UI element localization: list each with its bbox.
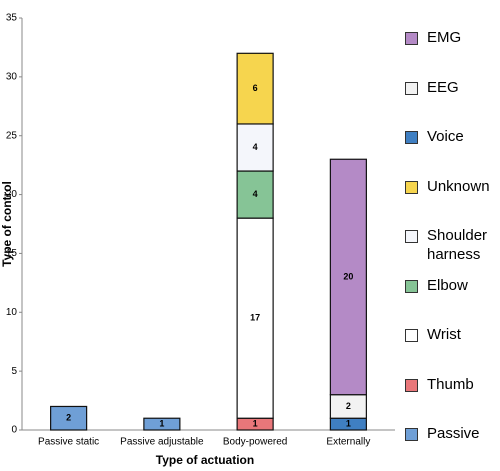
bar-segment [143, 417, 181, 431]
x-tick-label: Passive adjustable [120, 437, 204, 448]
legend-label: Shoulder harness [427, 227, 488, 263]
legend-item: Shoulder harness [405, 226, 497, 276]
plot: Type of control Type of actuation 0 5 10 15… [0, 13, 395, 467]
legend-item: EMG [405, 28, 497, 78]
legend-swatch [405, 230, 418, 243]
bar-segment [329, 158, 367, 396]
legend-swatch [405, 378, 418, 392]
legend-label: Voice [427, 128, 464, 145]
legend-item: Passive [405, 424, 497, 471]
bar-segment [50, 405, 88, 431]
bar-segment [236, 52, 274, 125]
data-label: 20 [343, 271, 353, 281]
y-tick-label: 10 [6, 307, 18, 318]
legend: EMG EEG Voice Unknown Shoulder harness Elbow W… [405, 28, 497, 471]
y-tick-label: 20 [6, 189, 18, 200]
x-tick-label: Passive static [38, 437, 99, 448]
x-axis-title: Type of actuation [156, 453, 254, 467]
y-tick-label: 15 [6, 248, 18, 259]
data-label: 6 [253, 83, 258, 93]
legend-item: Thumb [405, 375, 497, 425]
legend-item: Wrist [405, 325, 497, 375]
legend-label: EMG [427, 29, 462, 46]
legend-item: Voice [405, 127, 497, 177]
legend-swatch [405, 32, 418, 45]
legend-label: Elbow [427, 276, 468, 294]
data-label: 4 [253, 142, 258, 152]
data-label: 4 [253, 189, 258, 199]
data-label: 1 [346, 418, 351, 428]
legend-swatch [405, 131, 418, 144]
legend-swatch [405, 428, 418, 441]
legend-swatch [405, 329, 418, 342]
x-tick-label: Body-powered [223, 437, 287, 448]
x-tick-label: Externally [326, 437, 370, 448]
legend-label: Passive [427, 425, 480, 442]
legend-label: EEG [427, 78, 459, 96]
legend-swatch [405, 279, 418, 293]
y-tick-label: 30 [6, 71, 18, 82]
y-tick-label: 0 [11, 425, 17, 436]
y-tick-label: 5 [11, 366, 17, 377]
legend-item: Elbow [405, 276, 497, 326]
data-label: 2 [66, 413, 71, 423]
legend-item: EEG [405, 78, 497, 128]
data-label: 1 [159, 418, 164, 428]
y-tick-label: 35 [6, 13, 18, 24]
legend-label: Thumb [427, 375, 474, 393]
data-label: 17 [250, 313, 260, 323]
legend-swatch [405, 81, 418, 95]
data-label: 2 [346, 401, 351, 411]
y-tick-label: 25 [6, 130, 18, 141]
legend-swatch [405, 180, 418, 194]
legend-label: Wrist [427, 326, 461, 343]
data-label: 1 [253, 418, 258, 428]
legend-label: Unknown [427, 177, 490, 195]
y-axis-title: Type of control [0, 181, 14, 267]
legend-item: Unknown [405, 177, 497, 227]
